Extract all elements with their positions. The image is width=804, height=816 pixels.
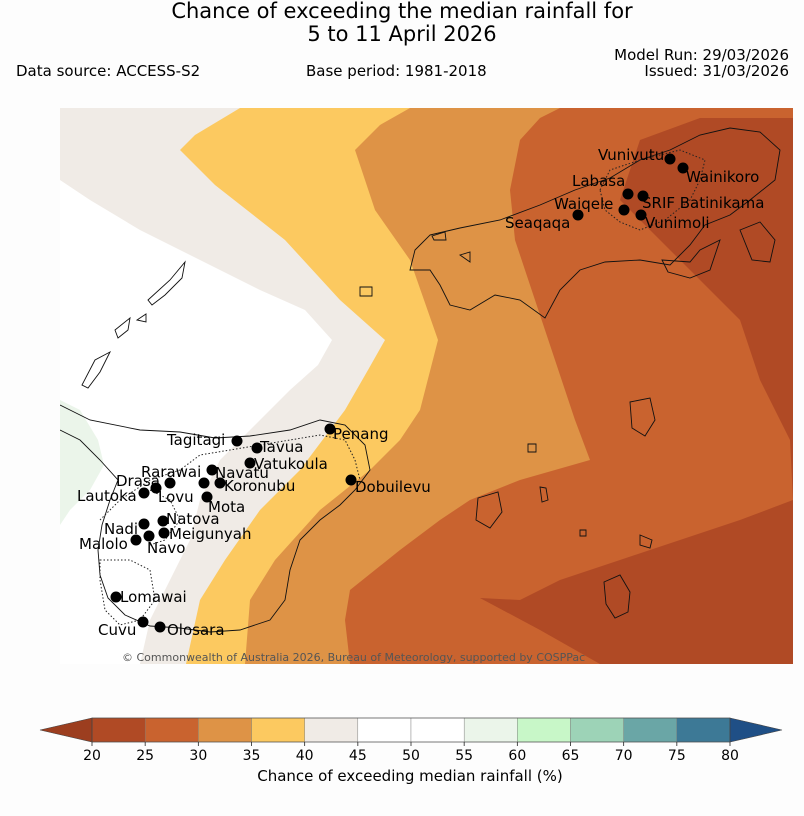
- map-title-line1: Chance of exceeding the median rainfall …: [171, 0, 633, 23]
- station-marker-vunivutu[interactable]: [664, 153, 676, 165]
- station-marker-lomawai[interactable]: [110, 591, 122, 603]
- station-marker-vunimoli[interactable]: [635, 209, 647, 221]
- station-marker-natova[interactable]: [157, 515, 169, 527]
- issued-date: Issued: 31/03/2026: [644, 62, 789, 80]
- colorbar-cell-45-50: [357, 717, 412, 743]
- station-marker-navo[interactable]: [143, 530, 155, 542]
- station-label-lovu: Lovu: [158, 488, 194, 506]
- colorbar-tick-label: 80: [721, 748, 739, 764]
- base-period: Base period: 1981-2018: [306, 62, 487, 80]
- station-marker-labasa[interactable]: [622, 188, 634, 200]
- colorbar: 20 25 30 35 40 45 50 55 60 65 70 75 80 Chance of exc…: [39, 717, 783, 785]
- colorbar-tick-label: 65: [562, 748, 580, 764]
- station-marker-malolo[interactable]: [130, 534, 142, 546]
- station-marker-tagitagi[interactable]: [231, 435, 243, 447]
- station-label-penang: Penang: [333, 425, 388, 443]
- station-marker-rarawai[interactable]: [206, 464, 218, 476]
- colorbar-cell-60-65: [517, 717, 571, 743]
- station-label-labasa: Labasa: [572, 172, 625, 190]
- band-45-55: [60, 180, 332, 664]
- station-marker-navatu[interactable]: [214, 477, 226, 489]
- station-label-rarawai: Rarawai: [141, 463, 201, 481]
- colorbar-label: Chance of exceeding median rainfall (%): [257, 767, 562, 785]
- station-marker-dobuilevu[interactable]: [345, 474, 357, 486]
- data-source: Data source: ACCESS-S2: [16, 62, 201, 80]
- station-label-mota: Mota: [208, 498, 245, 516]
- station-label-olosara: Olosara: [167, 621, 225, 639]
- colorbar-tick-label: 75: [668, 748, 686, 764]
- probability-map: [60, 108, 793, 664]
- colorbar-tick-label: 35: [243, 748, 261, 764]
- station-marker-lautoka[interactable]: [138, 487, 150, 499]
- station-label-vunivutu: Vunivutu: [598, 146, 664, 164]
- copyright-credit: © Commonwealth of Australia 2026, Bureau…: [122, 651, 585, 664]
- station-marker-mota[interactable]: [201, 491, 213, 503]
- station-label-meigunyah: Meigunyah: [169, 525, 251, 543]
- station-label-natova: Natova: [166, 510, 220, 528]
- colorbar-cell-35-40: [251, 717, 305, 743]
- map-title-line2: 5 to 11 April 2026: [307, 22, 497, 46]
- district-boundaries: [99, 149, 706, 626]
- station-label-seaqaqa: Seaqaqa: [505, 214, 570, 232]
- colorbar-tick-label: 45: [349, 748, 367, 764]
- station-label-vunimoli: Vunimoli: [645, 214, 710, 232]
- station-label-navatu: Navatu: [215, 464, 269, 482]
- station-label-drasa: Drasa: [116, 472, 160, 490]
- colorbar-cell-20-25: [91, 717, 146, 743]
- colorbar-tick-label: 20: [83, 748, 101, 764]
- station-marker-seaqaqa[interactable]: [572, 209, 584, 221]
- colorbar-tick-label: 50: [402, 748, 420, 764]
- station-marker-meigunyah[interactable]: [158, 527, 170, 539]
- station-marker-olosara[interactable]: [154, 621, 166, 633]
- colorbar-under-arrow: [39, 717, 93, 743]
- coastlines: [60, 127, 781, 633]
- colorbar-tick-label: 55: [455, 748, 473, 764]
- colorbar-cell-55-60: [463, 717, 518, 743]
- colorbar-tick-label: 25: [136, 748, 154, 764]
- colorbar-cell-40-45: [304, 717, 359, 743]
- station-label-lomawai: Lomawai: [120, 588, 187, 606]
- station-marker-srif-batinikama[interactable]: [637, 190, 649, 202]
- colorbar-cell-75-80: [676, 717, 731, 743]
- station-label-tavua: Tavua: [259, 438, 303, 456]
- station-marker-waiqele[interactable]: [618, 204, 630, 216]
- colorbar-cell-30-35: [198, 717, 252, 743]
- station-label-wainikoro: Wainikoro: [686, 168, 759, 186]
- station-label-lautoka: Lautoka: [77, 487, 137, 505]
- colorbar-cell-50-55: [410, 717, 465, 743]
- station-label-dobuilevu: Dobuilevu: [355, 478, 431, 496]
- station-marker-vatukoula[interactable]: [244, 457, 256, 469]
- station-marker-cuvu[interactable]: [137, 616, 149, 628]
- colorbar-tick-label: 70: [615, 748, 633, 764]
- station-label-malolo: Malolo: [79, 535, 128, 553]
- station-marker-drasa[interactable]: [164, 477, 176, 489]
- station-label-koronubu: Koronubu: [224, 477, 295, 495]
- station-label-tagitagi: Tagitagi: [166, 431, 225, 449]
- station-marker-tavua[interactable]: [251, 442, 263, 454]
- colorbar-cell-65-70: [570, 717, 624, 743]
- station-marker-wainikoro[interactable]: [677, 162, 689, 174]
- station-marker-penang[interactable]: [324, 423, 336, 435]
- colorbar-tick-label: 30: [189, 748, 207, 764]
- station-label-navo: Navo: [147, 539, 185, 557]
- station-marker-koronubu[interactable]: [198, 477, 210, 489]
- station-label-waiqele: Waiqele: [554, 195, 613, 213]
- station-label-vatukoula: Vatukoula: [254, 455, 328, 473]
- station-label-srif-batinikama: SRIF Batinikama: [642, 194, 764, 212]
- band-55-60: [60, 400, 104, 525]
- station-marker-lovu[interactable]: [150, 482, 162, 494]
- station-label-nadi: Nadi: [104, 520, 138, 538]
- station-label-cuvu: Cuvu: [98, 621, 136, 639]
- colorbar-tick-label: 40: [296, 748, 314, 764]
- station-marker-nadi[interactable]: [138, 518, 150, 530]
- colorbar-cell-70-75: [623, 717, 678, 743]
- colorbar-over-arrow: [729, 717, 783, 743]
- model-run: Model Run: 29/03/2026: [614, 46, 789, 64]
- colorbar-tick-label: 60: [508, 748, 526, 764]
- colorbar-cell-25-30: [144, 717, 199, 743]
- station-layer: Vunivutu Wainikoro Labasa SRIF Batinikam…: [77, 146, 764, 639]
